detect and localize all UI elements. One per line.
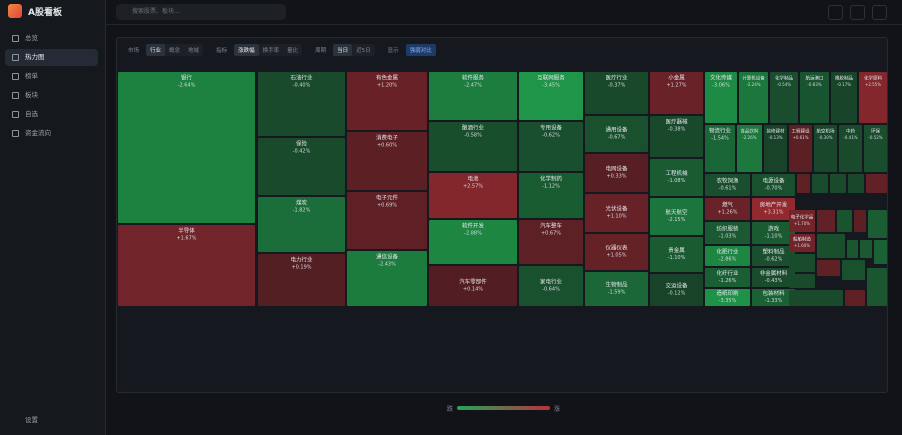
- heatmap-panel: [116, 37, 888, 393]
- topbar: 搜索股票、板块...: [106, 0, 902, 25]
- label: 周期: [315, 48, 327, 54]
- nav-icon: [12, 111, 19, 118]
- user-button[interactable]: [872, 5, 887, 20]
- tab[interactable]: 当日: [333, 44, 353, 56]
- toggle[interactable]: 强弱对比: [405, 44, 436, 56]
- nav-icon: [12, 130, 19, 137]
- legend-high: 涨: [554, 406, 561, 413]
- label: 显示: [387, 48, 399, 54]
- tab[interactable]: 地域: [188, 48, 200, 54]
- nav-item[interactable]: 资金流向: [5, 125, 98, 142]
- tab[interactable]: 涨跌幅: [234, 44, 259, 56]
- nav-icon: [12, 54, 19, 61]
- nav-item[interactable]: 榜单: [5, 68, 98, 85]
- logo[interactable]: A股看板: [8, 4, 62, 18]
- nav-item[interactable]: 自选: [5, 106, 98, 123]
- tab[interactable]: 行业: [146, 44, 166, 56]
- tab[interactable]: 量比: [287, 48, 299, 54]
- theme-button[interactable]: [828, 5, 843, 20]
- toolbar: 市场 行业 概念 地域 指标 涨跌幅 换手率 量比 周期 当日 近5日 显示 强弱对比: [124, 43, 436, 57]
- nav-item[interactable]: 板块: [5, 87, 98, 104]
- nav-item[interactable]: 总览: [5, 30, 98, 47]
- app-name: A股看板: [28, 7, 62, 18]
- tab[interactable]: 近5日: [356, 48, 371, 54]
- nav-settings[interactable]: 设置: [25, 416, 38, 424]
- label: 指标: [216, 48, 228, 54]
- tab[interactable]: 换手率: [262, 48, 280, 54]
- label: 市场: [128, 48, 140, 54]
- search-box[interactable]: 搜索股票、板块...: [116, 4, 286, 20]
- sidebar: A股看板 总览热力图榜单板块自选资金流向设置: [0, 0, 106, 435]
- nav-item[interactable]: 热力图: [5, 49, 98, 66]
- legend-low: 跌: [447, 406, 454, 413]
- nav-icon: [12, 35, 19, 42]
- tab[interactable]: 概念: [169, 48, 181, 54]
- nav-icon: [12, 73, 19, 80]
- legend-gradient: [457, 406, 550, 410]
- nav-icon: [12, 92, 19, 99]
- notify-button[interactable]: [850, 5, 865, 20]
